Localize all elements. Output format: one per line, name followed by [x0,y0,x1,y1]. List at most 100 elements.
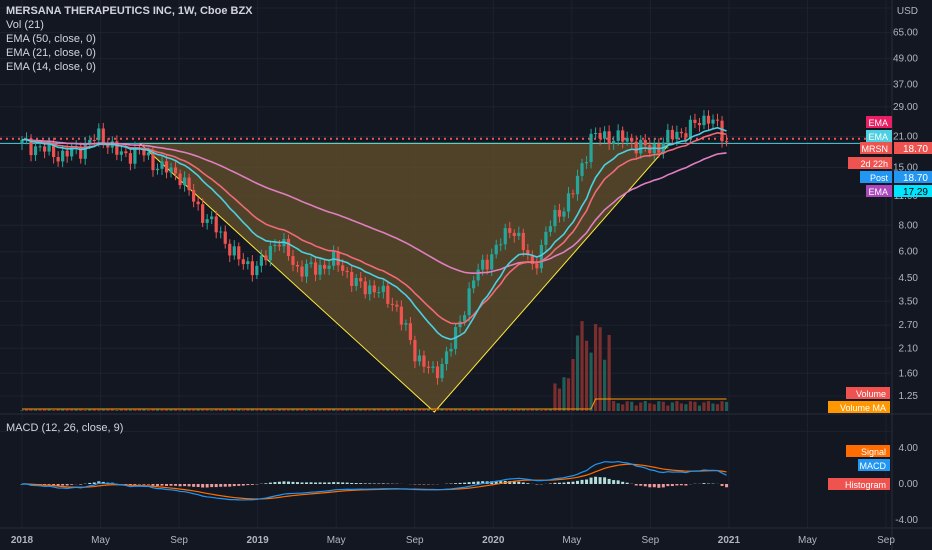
candle-body [286,238,291,257]
price-tick-label: 8.00 [899,220,919,231]
volume-bar [440,409,444,411]
volume-bar [526,409,530,411]
histogram-bar [214,484,218,488]
candle-body [38,146,42,148]
volume-bar [228,409,232,411]
volume-bar [517,409,521,411]
candle-body [720,120,724,142]
volume-bar [83,409,87,411]
price-tag-value: 18.70 [903,144,928,155]
volume-bar [490,409,494,411]
macd-tick-label: -4.00 [895,515,918,526]
volume-bar [74,409,78,411]
volume-bar [286,409,291,411]
histogram-bar [286,481,290,484]
histogram-bar [223,484,227,487]
histogram-bar [512,481,516,484]
histogram-bar [359,483,363,484]
volume-bar [336,409,340,411]
candle-body [92,139,96,141]
candle-body [219,231,223,233]
candle-body [467,288,471,316]
histogram-bar [70,484,74,485]
volume-bar [33,409,38,411]
volume-bar [151,409,155,411]
candle-body [476,269,480,281]
volume-bar [444,409,449,411]
volume-bar [115,409,119,411]
histogram-bar [165,484,169,486]
candle-body [512,232,516,237]
candle-body [336,251,340,266]
volume-bar [92,409,96,411]
histogram-bar [237,484,241,486]
price-tag-box [866,185,892,197]
price-tick-label: 3.50 [899,296,919,307]
volume-bar [160,409,164,411]
price-tag-box [866,130,892,142]
candle-body [621,130,625,142]
macd-tag-box [828,478,890,490]
volume-tag-label: Volume [856,389,886,399]
candle-body [544,231,548,245]
histogram-bar [187,484,191,487]
volume-bar [377,409,381,411]
candle-body [616,130,620,141]
histogram-bar [250,484,254,485]
candle-body [449,348,453,352]
volume-bar [313,409,318,411]
candle-body [20,139,24,144]
histogram-bar [594,476,598,484]
histogram-bar [463,482,467,484]
candle-body [711,119,715,124]
candle-body [187,177,191,191]
volume-bar [119,409,123,411]
histogram-bar [282,481,286,484]
candle-body [354,278,358,286]
volume-tag-box [828,401,890,413]
histogram-bar [458,482,462,484]
histogram-bar [521,482,525,484]
histogram-bar [639,484,643,486]
macd-tick-label: 0.00 [899,479,919,490]
candle-body [97,128,101,141]
histogram-bar [562,482,566,484]
volume-bar [548,409,553,411]
candle-body [259,255,263,266]
macd-legend: MACD (12, 26, close, 9) [6,422,124,434]
histogram-bar [205,484,209,488]
candle-body [399,306,403,325]
volume-bar [282,409,286,411]
volume-bar [544,409,548,411]
candle-body [363,281,367,295]
price-tag-label: EMA [868,118,888,128]
candle-body [52,142,56,158]
histogram-bar [332,482,336,484]
candle-body [422,355,426,367]
volume-bar [318,409,322,411]
volume-ma-line [22,398,727,410]
volume-bar [449,409,453,411]
candle-body [675,131,679,140]
histogram-bar [657,484,661,488]
candle-body [386,285,390,304]
volume-bar [413,409,417,411]
histogram-bar [585,479,589,484]
candle-body [88,139,92,144]
volume-bar [322,409,327,411]
candle-body [228,243,232,256]
histogram-bar [571,481,575,484]
candle-body [65,150,69,157]
price-tick-label: 1.25 [899,391,919,402]
candle-body [381,285,385,293]
candle-body [192,190,196,202]
volume-bar [70,409,74,411]
candle-body [313,262,318,275]
candle-body [182,177,187,186]
volume-bar [169,409,173,411]
candle-body [106,143,110,148]
price-tag-box [860,171,892,183]
histogram-bar [88,482,92,484]
candle-body [575,175,580,195]
